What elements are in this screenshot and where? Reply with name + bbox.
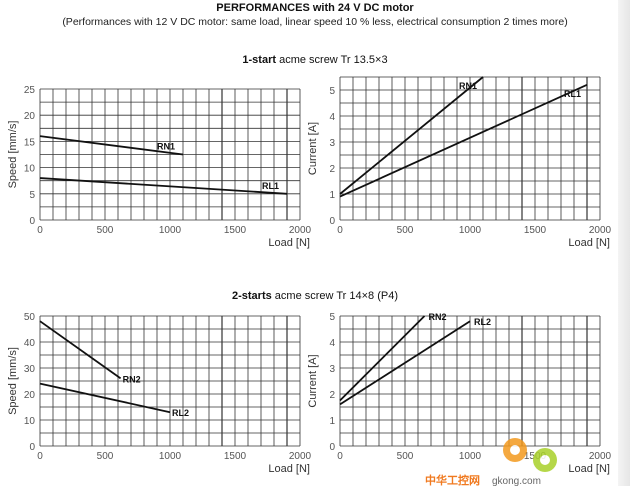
- chart-2: 0 500 1000 1500 2000 0 1 2 3 4 5 Load [N] Current [A…: [307, 76, 612, 249]
- y-tick-label: 0: [329, 442, 335, 453]
- y-tick-label: 1: [329, 416, 335, 427]
- x-tick-label: 0: [37, 451, 43, 462]
- series-label: RN1: [157, 142, 175, 152]
- y-tick-label: 5: [329, 312, 335, 323]
- y-axis-label: Speed [mm/s]: [7, 121, 19, 189]
- y-tick-label: 2: [329, 164, 335, 175]
- section-bold: 1-start: [242, 54, 277, 66]
- series-line-RL2: [339, 320, 471, 406]
- x-tick-label: 2000: [589, 225, 612, 236]
- y-tick-label: 10: [24, 164, 36, 175]
- x-tick-label: 1500: [224, 451, 247, 462]
- section-rest: acme screw Tr 14×8 (P4): [271, 290, 398, 302]
- y-tick-label: 0: [29, 216, 35, 227]
- y-tick-label: 3: [329, 364, 335, 375]
- series-label: RN1: [459, 81, 477, 91]
- series-line-RL1: [339, 83, 588, 198]
- y-axis-label: Current [A]: [307, 122, 319, 175]
- x-axis-label: Load [N]: [268, 237, 310, 249]
- x-tick-label: 1000: [159, 451, 182, 462]
- series-label: RL1: [564, 89, 581, 99]
- chart-1: 0 500 1000 1500 2000 0 5 10 15 20 25 Load [N] Speed …: [7, 85, 312, 249]
- x-tick-label: 1500: [524, 225, 547, 236]
- y-tick-label: 20: [24, 390, 36, 401]
- page-title: PERFORMANCES with 24 V DC motor: [216, 2, 414, 14]
- x-tick-label: 0: [337, 451, 343, 462]
- y-tick-label: 5: [329, 86, 335, 97]
- x-axis-label: Load [N]: [568, 237, 610, 249]
- y-tick-label: 1: [329, 190, 335, 201]
- x-tick-label: 500: [97, 451, 114, 462]
- y-tick-label: 15: [24, 137, 36, 148]
- y-tick-label: 20: [24, 111, 36, 122]
- x-tick-label: 0: [337, 225, 343, 236]
- series-line-RN2: [339, 315, 426, 402]
- series-line-RN1: [339, 76, 484, 195]
- section-title-1-start: 1-start acme screw Tr 13.5×3: [0, 54, 630, 66]
- page-subtitle: (Performances with 12 V DC motor: same l…: [62, 16, 568, 28]
- x-axis-label: Load [N]: [568, 463, 610, 475]
- y-tick-label: 3: [329, 138, 335, 149]
- x-tick-label: 2000: [589, 451, 612, 462]
- x-tick-label: 2000: [289, 225, 312, 236]
- x-tick-label: 1500: [524, 451, 547, 462]
- y-tick-label: 25: [24, 85, 36, 96]
- x-tick-label: 1500: [224, 225, 247, 236]
- series-label: RL1: [262, 181, 279, 191]
- y-tick-label: 30: [24, 364, 36, 375]
- series-line-RL1: [39, 177, 288, 195]
- section-rest: acme screw Tr 13.5×3: [276, 54, 388, 66]
- x-axis-label: Load [N]: [268, 463, 310, 475]
- y-tick-label: 40: [24, 338, 36, 349]
- y-tick-label: 0: [329, 216, 335, 227]
- chart-4: 0 500 1000 1500 2000 0 1 2 3 4 5 Load [N] Current [A…: [307, 312, 612, 475]
- x-tick-label: 1000: [459, 451, 482, 462]
- x-tick-label: 500: [397, 451, 414, 462]
- series-label: RL2: [172, 408, 189, 418]
- series-line-RN1: [39, 135, 184, 156]
- y-axis-label: Speed [mm/s]: [7, 347, 19, 415]
- series-line-RL2: [39, 382, 171, 414]
- x-tick-label: 0: [37, 225, 43, 236]
- y-tick-label: 10: [24, 416, 36, 427]
- section-title-2-starts: 2-starts acme screw Tr 14×8 (P4): [0, 290, 630, 302]
- x-tick-label: 1000: [159, 225, 182, 236]
- section-bold: 2-starts: [232, 290, 272, 302]
- y-tick-label: 5: [29, 190, 35, 201]
- x-tick-label: 2000: [289, 451, 312, 462]
- y-tick-label: 50: [24, 312, 36, 323]
- y-tick-label: 4: [329, 338, 335, 349]
- x-tick-label: 500: [97, 225, 114, 236]
- series-line-RN2: [39, 320, 122, 380]
- series-label: RN2: [123, 374, 141, 384]
- x-tick-label: 1000: [459, 225, 482, 236]
- chart-3: 0 500 1000 1500 2000 0 10 20 30 40 50 Load [N] Speed…: [7, 312, 312, 475]
- page-edge: [618, 0, 630, 486]
- series-label: RN2: [429, 312, 447, 322]
- y-tick-label: 4: [329, 112, 335, 123]
- y-axis-label: Current [A]: [307, 354, 319, 407]
- x-tick-label: 500: [397, 225, 414, 236]
- y-tick-label: 2: [329, 390, 335, 401]
- series-label: RL2: [474, 317, 491, 327]
- y-tick-label: 0: [29, 442, 35, 453]
